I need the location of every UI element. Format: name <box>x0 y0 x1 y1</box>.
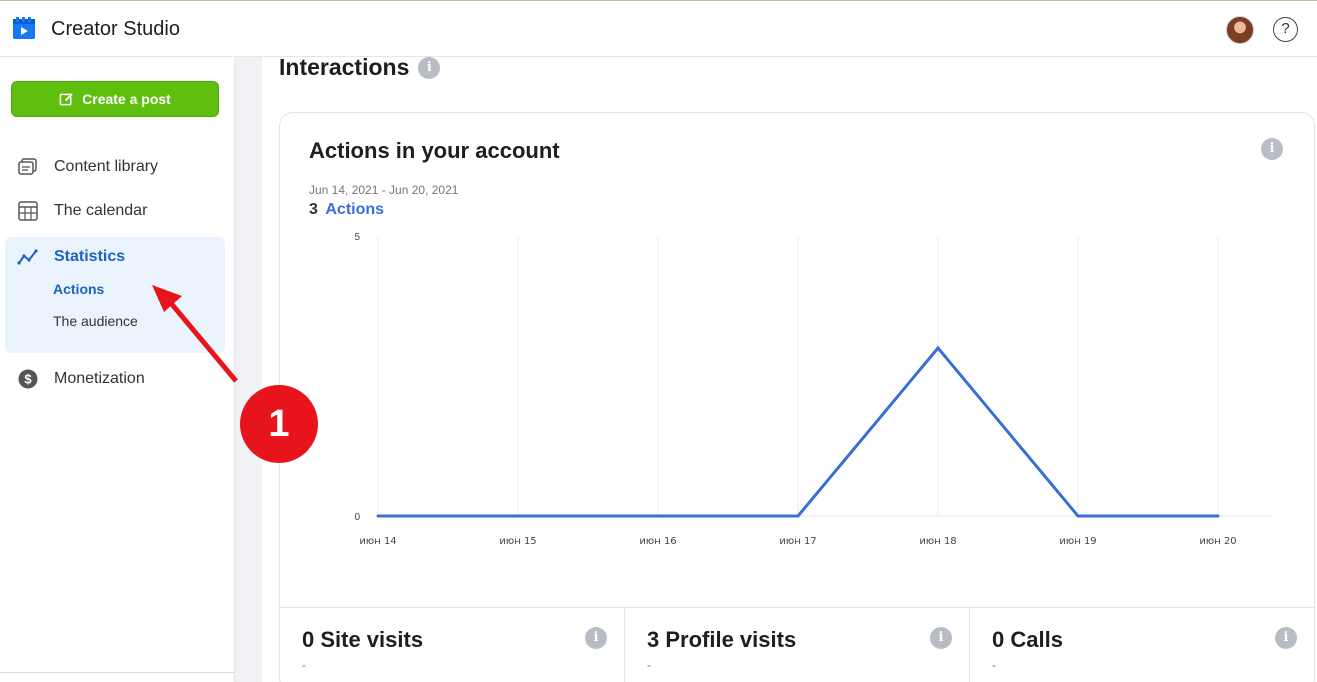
stat-sub: - <box>647 658 651 672</box>
actions-line-chart: 0 5 июн 14 июн 15 июн 16 июн 17 июн 18 июн 19 ию… <box>354 232 1273 547</box>
stat-title: 3 Profile visits <box>647 627 797 652</box>
sidebar-subitem-actions[interactable]: Actions <box>53 281 105 297</box>
x-tick-label: июн 17 <box>779 536 816 547</box>
sidebar-item-label: Monetization <box>54 370 145 387</box>
info-icon[interactable]: i <box>1261 138 1283 160</box>
main-content: Interactions i Actions in your account i… <box>262 54 1317 682</box>
x-tick-label: июн 19 <box>1059 536 1096 547</box>
calendar-icon <box>17 200 39 222</box>
create-post-label: Create a post <box>82 91 171 107</box>
stat-profile-visits: 3 Profile visits - i <box>625 608 970 682</box>
data-point <box>516 514 520 518</box>
stat-site-visits: 0 Site visits - i <box>280 608 625 682</box>
sidebar-item-statistics[interactable]: Statistics <box>5 237 225 277</box>
stat-sub: - <box>992 658 996 672</box>
x-tick-label: июн 16 <box>639 536 676 547</box>
statistics-icon <box>17 246 39 268</box>
info-icon[interactable]: i <box>585 627 607 649</box>
help-icon[interactable]: ? <box>1273 17 1298 42</box>
stat-title: 0 Calls <box>992 627 1063 652</box>
y-tick-label: 0 <box>354 512 360 523</box>
x-tick-label: июн 15 <box>499 536 536 547</box>
sidebar-item-monetization[interactable]: $ Monetization <box>5 359 225 399</box>
actions-count-label[interactable]: Actions <box>325 201 385 218</box>
stats-row: 0 Site visits - i 3 Profile visits - i 0… <box>280 607 1314 682</box>
data-point <box>1216 514 1220 518</box>
avatar[interactable] <box>1226 16 1254 44</box>
stat-title: 0 Site visits <box>302 627 424 652</box>
top-bar: Creator Studio ? <box>0 0 1317 57</box>
actions-card: Actions in your account i Jun 14, 2021 -… <box>279 112 1315 682</box>
annotation-badge: 1 <box>240 385 318 463</box>
statistics-section: Statistics Actions The audience <box>5 237 225 353</box>
content-library-icon <box>17 156 39 178</box>
svg-text:$: $ <box>24 372 32 387</box>
data-point <box>376 514 380 518</box>
dollar-icon: $ <box>17 368 39 390</box>
sidebar: Create a post Content library The calend… <box>0 57 235 682</box>
x-tick-label: июн 14 <box>359 536 396 547</box>
data-point <box>1076 514 1080 518</box>
sidebar-subitem-audience[interactable]: The audience <box>53 313 138 329</box>
actions-count: 3 Actions <box>309 201 384 219</box>
x-tick-label: июн 20 <box>1199 536 1236 547</box>
divider <box>0 672 235 673</box>
content-gutter <box>236 57 262 682</box>
x-tick-label: июн 18 <box>919 536 956 547</box>
sidebar-item-label: Content library <box>54 158 159 175</box>
y-tick-label: 5 <box>354 232 360 243</box>
edit-icon <box>59 92 73 105</box>
sidebar-item-label: The calendar <box>54 202 148 219</box>
info-icon[interactable]: i <box>1275 627 1297 649</box>
stat-sub: - <box>302 658 306 672</box>
app-title: Creator Studio <box>51 18 180 40</box>
sidebar-item-content-library[interactable]: Content library <box>5 147 225 187</box>
info-icon[interactable]: i <box>930 627 952 649</box>
section-title: Interactions i <box>279 54 441 81</box>
sidebar-item-label: Statistics <box>54 248 126 265</box>
creator-studio-logo-icon[interactable] <box>12 16 36 40</box>
actions-count-value: 3 <box>309 201 318 218</box>
create-post-button[interactable]: Create a post <box>11 81 219 117</box>
section-title-text: Interactions <box>279 54 410 80</box>
data-point <box>796 514 800 518</box>
date-range: Jun 14, 2021 - Jun 20, 2021 <box>309 183 459 197</box>
info-icon[interactable]: i <box>418 56 441 79</box>
data-point <box>656 514 660 518</box>
sidebar-item-calendar[interactable]: The calendar <box>5 191 225 231</box>
data-point <box>936 346 940 350</box>
card-title: Actions in your account <box>309 138 560 163</box>
stat-calls: 0 Calls - i <box>970 608 1314 682</box>
